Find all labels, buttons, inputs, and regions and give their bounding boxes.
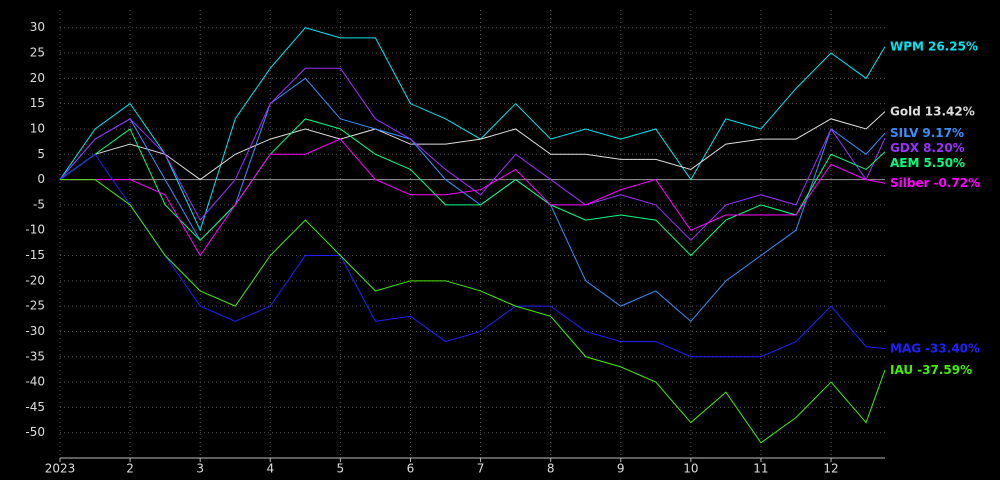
- x-tick-label: 2023: [45, 462, 76, 476]
- legend-value: 5.50%: [923, 156, 965, 170]
- y-tick-label: -30: [25, 324, 45, 338]
- y-tick-label: -45: [25, 400, 45, 414]
- y-tick-label: 5: [37, 147, 45, 161]
- series-line: [60, 179, 886, 444]
- x-tick-label: 8: [547, 462, 555, 476]
- legend-entry: Gold 13.42%: [890, 104, 975, 118]
- legend-entry: GDX 8.20%: [890, 141, 965, 155]
- y-tick-label: -10: [25, 223, 45, 237]
- legend-entry: MAG -33.40%: [890, 341, 980, 355]
- legend-entry: IAU -37.59%: [890, 362, 972, 376]
- y-tick-label: -40: [25, 375, 45, 389]
- y-tick-label: 10: [30, 121, 45, 135]
- legend-name: Silber: [890, 176, 930, 190]
- x-tick-label: 5: [337, 462, 345, 476]
- y-tick-label: -35: [25, 349, 45, 363]
- y-tick-label: 30: [30, 20, 45, 34]
- x-tick-label: 10: [683, 462, 698, 476]
- x-tick-label: 6: [407, 462, 415, 476]
- y-tick-label: -25: [25, 299, 45, 313]
- x-tick-label: 7: [477, 462, 485, 476]
- legend-value: 8.20%: [923, 141, 965, 155]
- y-tick-label: 20: [30, 71, 45, 85]
- legend-name: Gold: [890, 104, 921, 118]
- legend-value: -37.59%: [917, 362, 972, 376]
- series-line: [59, 118, 886, 257]
- series-line: [59, 153, 886, 358]
- legend-name: WPM: [890, 39, 924, 53]
- y-tick-label: -50: [25, 425, 45, 439]
- legend-name: GDX: [890, 141, 920, 155]
- legend-value: -0.72%: [934, 176, 981, 190]
- y-tick-label: -5: [33, 197, 45, 211]
- x-tick-label: 3: [196, 462, 204, 476]
- legend-value: 26.25%: [928, 39, 978, 53]
- series-line: [59, 111, 886, 181]
- x-tick-label: 2: [126, 462, 134, 476]
- series-line: [59, 67, 886, 242]
- y-tick-label: 25: [30, 46, 45, 60]
- legend-entry: WPM 26.25%: [890, 39, 978, 53]
- legend-name: MAG: [890, 341, 921, 355]
- legend-name: SILV: [890, 126, 919, 140]
- legend-name: IAU: [890, 362, 913, 376]
- y-tick-label: 0: [37, 172, 45, 186]
- legend-name: AEM: [890, 156, 919, 170]
- y-tick-label: -15: [25, 248, 45, 262]
- legend-entry: Silber -0.72%: [890, 176, 980, 190]
- y-tick-label: 15: [30, 96, 45, 110]
- y-tick-label: -20: [25, 273, 45, 287]
- x-tick-label: 12: [823, 462, 838, 476]
- x-tick-label: 11: [753, 462, 768, 476]
- series-line: [60, 138, 886, 257]
- legend-value: -33.40%: [925, 341, 980, 355]
- legend-entry: AEM 5.50%: [890, 156, 965, 170]
- legend-value: 13.42%: [925, 104, 975, 118]
- x-tick-label: 9: [617, 462, 625, 476]
- legend-value: 9.17%: [922, 126, 964, 140]
- legend-entry: SILV 9.17%: [890, 126, 964, 140]
- x-tick-label: 4: [266, 462, 274, 476]
